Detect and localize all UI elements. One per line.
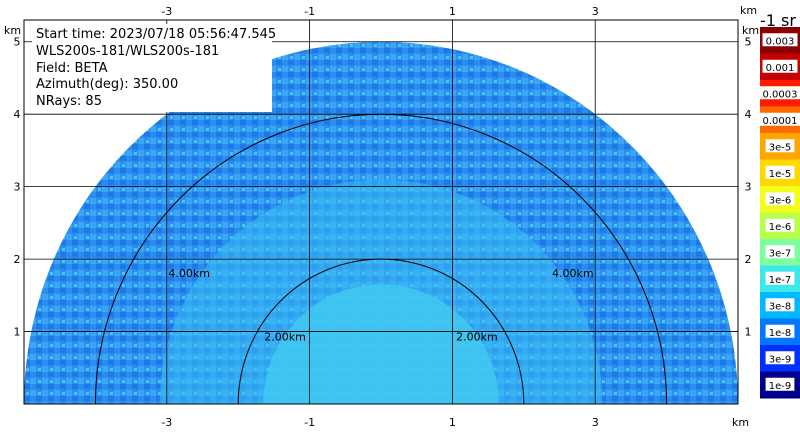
x-ticks-bottom: -3 -1 1 3 (161, 416, 598, 429)
colorbar-label-12: 3e-9 (769, 354, 792, 365)
instrument-text: WLS200s-181/WLS200s-181 (36, 44, 219, 59)
y-tick-right-5: 5 (745, 36, 752, 49)
y-tick-right-2: 2 (745, 253, 752, 266)
x-tick-bottom-1: 1 (449, 416, 456, 429)
info-background (32, 24, 272, 112)
colorbar-label-bg-6 (765, 192, 795, 206)
plot-area (24, 20, 738, 404)
y-ticks-right: 1 2 3 4 5 (745, 36, 752, 339)
x-unit-bottom: km (732, 416, 749, 429)
y-unit-left: km (4, 24, 21, 37)
info-box: Start time: 2023/07/18 05:56:47.545 WLS2… (32, 24, 276, 112)
x-tick-bottom--3: -3 (161, 416, 172, 429)
colorbar: 0.003 0.001 0.0003 0.0001 3e-5 1e-5 3e-6 1e-6 3e… (759, 27, 800, 399)
colorbar-label-3: 0.0001 (763, 116, 798, 127)
colorbar-label-10: 3e-8 (769, 301, 792, 312)
y-tick-left-2: 2 (14, 253, 21, 266)
colorbar-label-bg-11 (765, 324, 795, 338)
colorbar-label-8: 3e-7 (769, 248, 792, 259)
x-tick-top-3: 3 (592, 5, 599, 18)
x-tick-bottom-3: 3 (592, 416, 599, 429)
colorbar-label-4: 3e-5 (769, 142, 792, 153)
colorbar-label-bg-5 (765, 165, 795, 179)
colorbar-label-bg-3 (759, 112, 800, 126)
nrays-text: NRays: 85 (36, 94, 102, 109)
colorbar-label-5: 1e-5 (769, 169, 792, 180)
range-ring-labels: 2.00km 2.00km 4.00km 4.00km (168, 267, 593, 344)
colorbar-label-bg-10 (765, 298, 795, 312)
colorbar-label-bg-7 (765, 218, 795, 232)
colorbar-label-11: 1e-8 (769, 328, 792, 339)
y-tick-right-1: 1 (745, 326, 752, 339)
y-tick-left-1: 1 (14, 326, 21, 339)
y-tick-right-3: 3 (745, 181, 752, 194)
azimuth-text: Azimuth(deg): 350.00 (36, 77, 178, 92)
colorbar-label-13: 1e-9 (769, 381, 792, 392)
x-tick-bottom--1: -1 (304, 416, 315, 429)
colorbar-label-bg-9 (765, 271, 795, 285)
colorbar-units: -1 sr (760, 11, 796, 30)
y-unit-right: km (742, 24, 759, 37)
colorbar-label-0: 0.003 (766, 36, 795, 47)
x-unit-top: km (740, 4, 757, 17)
colorbar-label-2: 0.0003 (763, 89, 798, 100)
ring-label-0: 2.00km (264, 330, 306, 343)
colorbar-label-bg-0 (762, 33, 798, 47)
colorbar-label-bg-1 (762, 59, 798, 73)
y-tick-right-4: 4 (745, 108, 752, 121)
axes-frame (23, 19, 739, 405)
field-text: Field: BETA (36, 61, 108, 76)
y-tick-left-3: 3 (14, 181, 21, 194)
y-tick-left-4: 4 (14, 108, 21, 121)
colorbar-label-bg-4 (765, 139, 795, 153)
y-ticks-left: 1 2 3 4 5 (14, 36, 21, 339)
colorbar-label-6: 3e-6 (769, 195, 792, 206)
x-ticks-top: -3 -1 1 3 (161, 5, 598, 18)
colorbar-label-1: 0.001 (766, 63, 795, 74)
x-tick-top-1: 1 (449, 5, 456, 18)
start-time-text: Start time: 2023/07/18 05:56:47.545 (36, 27, 276, 42)
colorbar-label-bg-2 (759, 86, 800, 100)
colorbar-label-bg-8 (765, 245, 795, 259)
x-tick-top--3: -3 (161, 5, 172, 18)
ring-label-2: 4.00km (168, 267, 210, 280)
colorbar-label-7: 1e-6 (769, 222, 792, 233)
mid-field-sector (159, 179, 603, 404)
x-tick-top--1: -1 (304, 5, 315, 18)
ring-label-1: 2.00km (456, 330, 498, 343)
y-tick-left-5: 5 (14, 36, 21, 49)
colorbar-label-bg-13 (765, 377, 795, 391)
colorbar-label-9: 1e-7 (769, 275, 792, 286)
colorbar-label-bg-12 (765, 351, 795, 365)
ring-label-3: 4.00km (552, 267, 594, 280)
